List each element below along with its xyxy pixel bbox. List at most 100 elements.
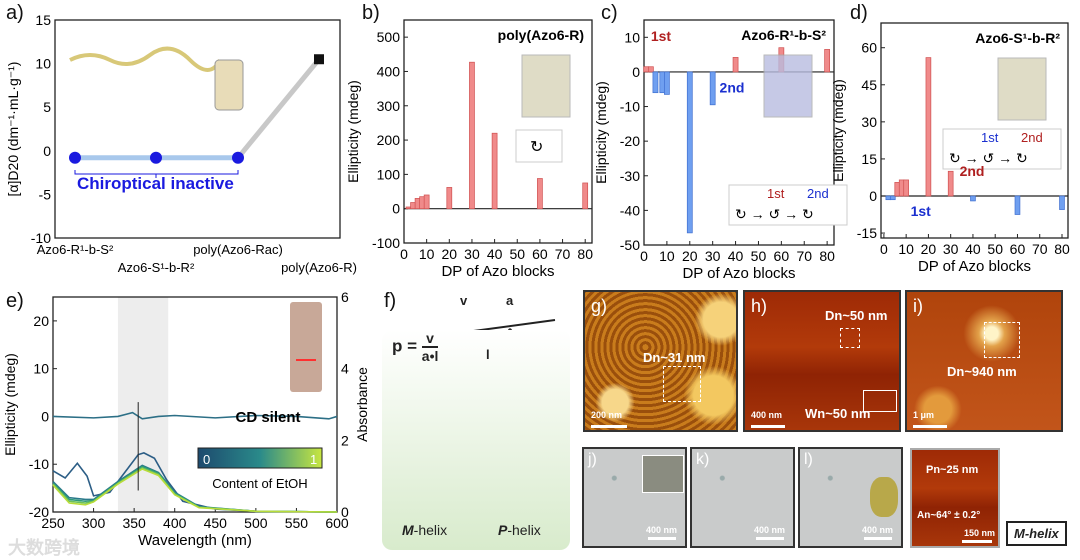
y-tick-label: 200	[377, 132, 401, 148]
vesicle	[870, 477, 898, 517]
y-tick-label: -50	[620, 237, 640, 253]
x-tick-label: 80	[1054, 241, 1070, 257]
y-tick-label: 0	[869, 188, 877, 204]
y-axis-label: [α]D20 (dm⁻¹·mL·g⁻¹)	[5, 62, 21, 197]
bar	[469, 61, 475, 210]
scale-bar	[756, 537, 784, 540]
size-label: Dn~940 nm	[947, 364, 1017, 379]
x-tick-label: 50	[987, 241, 1003, 257]
y-tick-label: -15	[857, 225, 877, 241]
y-tick-label: 0	[632, 64, 640, 80]
bar	[686, 71, 693, 234]
panel-label-h: h)	[751, 296, 768, 316]
cd-silent-label: CD silent	[235, 409, 300, 426]
brace	[74, 169, 239, 178]
x-tick-label: 10	[898, 241, 914, 257]
x-tick-label: 50	[509, 246, 525, 262]
x-tick-label: 70	[1032, 241, 1048, 257]
data-point	[69, 151, 81, 164]
y-tick-label: 30	[861, 114, 877, 130]
chart-title: poly(Azo6-R)	[498, 27, 584, 43]
annotation-1st: 1st	[651, 28, 672, 44]
series-cd	[52, 411, 338, 420]
x-tick-label: 0	[640, 248, 648, 264]
pitch-label: Pn~25 nm	[926, 464, 979, 476]
plot-frame	[52, 296, 338, 513]
bar	[652, 71, 659, 94]
x-tick-label: 10	[659, 248, 675, 264]
afm-image-i: i) Dn~940 nm 1 μm	[905, 290, 1063, 432]
x-tick-label: 300	[82, 515, 106, 531]
inset-cube	[521, 54, 571, 118]
x-tick-label: 70	[555, 246, 571, 262]
x-tick-label: 600	[325, 515, 349, 531]
y-tick-label: -40	[620, 202, 640, 218]
highlight-box	[663, 366, 701, 402]
category-label: Azo6-R¹-b-S²	[37, 242, 114, 257]
y-tick-label: 45	[861, 77, 877, 93]
y-tick-label: 20	[33, 313, 49, 329]
scale-bar	[913, 425, 947, 428]
x-tick-label: 500	[244, 515, 268, 531]
m-helix-caption-text: M-helix	[402, 522, 448, 538]
scheme-arrows: ↻ → ↺ → ↻	[949, 150, 1028, 166]
y-tick-label: 15	[35, 12, 51, 28]
x-tick-label: 70	[796, 248, 812, 264]
colorbar-max: 1	[310, 452, 317, 467]
afm-image-h: h) Dn~50 nm Wn~50 nm 400 nm	[743, 290, 901, 432]
y-tick-label: -5	[39, 186, 52, 202]
series-line	[236, 57, 321, 160]
scale-bar-label: 400 nm	[754, 525, 786, 535]
y-tick-label: -20	[620, 133, 640, 149]
y-tick-label: 0	[392, 201, 400, 217]
panel-label-d: d)	[850, 2, 868, 24]
highlight-box	[984, 322, 1020, 358]
chart-a: -10 -5 0 5 10 15 Azo6-R¹-b-S² Azo6-S¹-b-R² poly(…	[5, 12, 357, 275]
colorbar	[197, 447, 323, 469]
bar	[664, 71, 670, 95]
panel-label-i: i)	[913, 296, 923, 316]
x-tick-label: 30	[705, 248, 721, 264]
scale-bar	[962, 540, 992, 543]
inset-cube	[997, 57, 1047, 121]
scale-bar	[751, 425, 785, 428]
x-axis-label: DP of Azo blocks	[682, 265, 795, 282]
category-label: poly(Azo6-R)	[281, 260, 357, 275]
tem-image-k: k) 400 nm	[690, 447, 795, 548]
x-tick-label: 400	[163, 515, 187, 531]
category-label: poly(Azo6-Rac)	[193, 242, 283, 257]
annotation-2nd: 2nd	[720, 80, 745, 96]
scale-bar	[591, 425, 627, 428]
bar	[970, 195, 976, 202]
scheme-step-2: 2nd	[1021, 130, 1043, 145]
chart-title: Azo6-S¹-b-R²	[975, 30, 1060, 46]
y-tick-label: 500	[377, 29, 401, 45]
x-axis-label: Wavelength (nm)	[138, 532, 252, 549]
y-tick-label: 0	[43, 143, 51, 159]
y-tick-label: 5	[43, 99, 51, 115]
bar	[889, 195, 896, 201]
y2-tick-label: 0	[341, 504, 349, 520]
bar	[1059, 195, 1065, 210]
y-tick-label: 400	[377, 63, 401, 79]
x-tick-label: 60	[774, 248, 790, 264]
y-tick-label: -10	[31, 230, 51, 246]
inset-cube	[763, 54, 813, 118]
y2-tick-label: 6	[341, 289, 349, 305]
label-v: v	[460, 293, 468, 308]
y-axis-label: Ellipticity (mdeg)	[593, 81, 609, 184]
x-tick-label: 60	[532, 246, 548, 262]
afm-zoom-image: Pn~25 nm An~64° ± 0.2° 150 nm	[910, 448, 1000, 548]
bar	[903, 179, 909, 197]
x-tick-label: 20	[442, 246, 458, 262]
formula-lhs: p =	[392, 336, 418, 356]
bar	[537, 178, 543, 210]
x-tick-label: 20	[921, 241, 937, 257]
panel-label-a: a)	[6, 2, 24, 24]
polymer-backbone	[69, 46, 222, 72]
vial	[214, 59, 244, 111]
y-tick-label: 10	[35, 56, 51, 72]
